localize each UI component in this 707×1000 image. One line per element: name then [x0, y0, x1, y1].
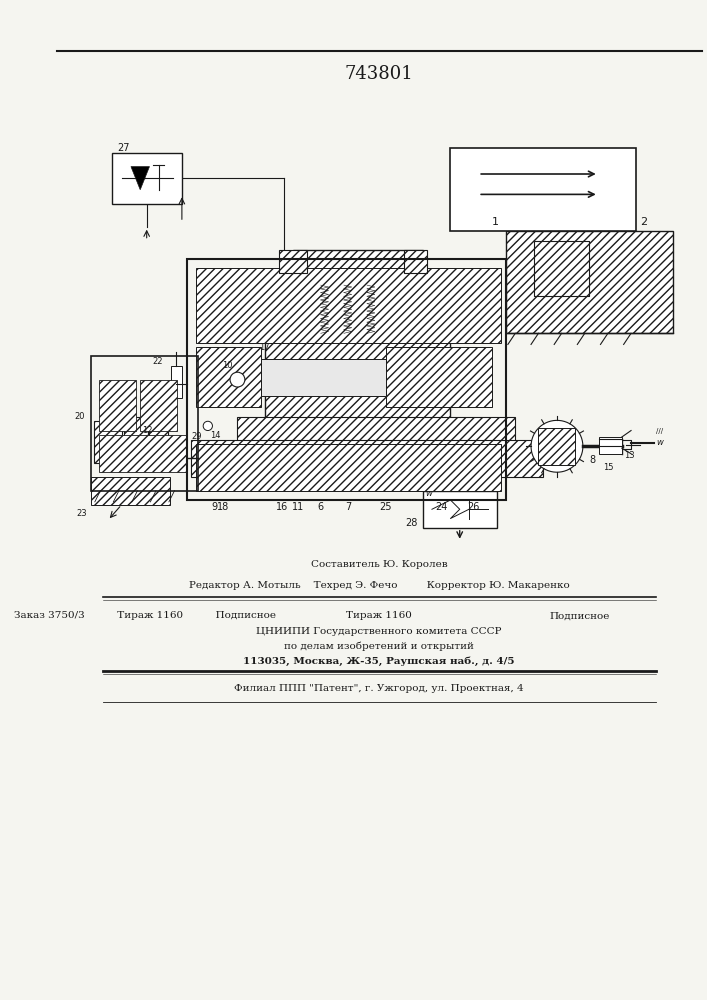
Polygon shape	[599, 437, 621, 454]
Text: 12: 12	[142, 426, 153, 435]
Polygon shape	[534, 241, 590, 296]
Text: Составитель Ю. Королев: Составитель Ю. Королев	[311, 560, 448, 569]
Text: 22: 22	[153, 357, 163, 366]
Polygon shape	[196, 444, 501, 491]
Text: 28: 28	[406, 518, 418, 528]
Text: 15: 15	[602, 463, 613, 472]
Polygon shape	[534, 241, 590, 296]
Text: 11: 11	[291, 502, 304, 512]
Polygon shape	[91, 477, 170, 505]
Text: w: w	[426, 489, 433, 498]
Polygon shape	[450, 148, 636, 231]
Text: 6: 6	[317, 502, 324, 512]
Text: Редактор А. Мотыль    Техред Э. Фечо         Корректор Ю. Макаренко: Редактор А. Мотыль Техред Э. Фечо Коррек…	[189, 581, 570, 590]
Text: 16: 16	[276, 502, 288, 512]
Polygon shape	[265, 296, 450, 426]
Text: 19: 19	[107, 408, 117, 417]
Polygon shape	[404, 250, 427, 273]
Text: 21: 21	[147, 403, 158, 412]
Text: 2: 2	[641, 217, 648, 227]
Polygon shape	[279, 250, 307, 273]
Text: 7: 7	[346, 502, 351, 512]
Polygon shape	[140, 380, 177, 431]
Text: 13: 13	[624, 451, 635, 460]
Text: Филиал ППП "Патент", г. Ужгород, ул. Проектная, 4: Филиал ППП "Патент", г. Ужгород, ул. Про…	[234, 684, 524, 693]
Text: ///: ///	[656, 428, 663, 434]
Polygon shape	[191, 440, 543, 477]
Circle shape	[230, 372, 245, 387]
Polygon shape	[171, 366, 182, 398]
Polygon shape	[238, 417, 515, 449]
Text: 4: 4	[249, 384, 254, 393]
Polygon shape	[112, 153, 182, 204]
Text: 29: 29	[192, 432, 202, 441]
Circle shape	[203, 421, 212, 431]
Text: 20: 20	[74, 412, 85, 421]
Text: 10: 10	[222, 361, 233, 370]
Polygon shape	[293, 250, 423, 296]
Polygon shape	[124, 417, 148, 468]
Polygon shape	[539, 428, 575, 465]
Text: 9: 9	[211, 502, 217, 512]
Polygon shape	[506, 231, 673, 333]
Text: 743801: 743801	[345, 65, 414, 83]
Polygon shape	[385, 347, 492, 407]
Polygon shape	[196, 347, 261, 407]
Text: 113035, Москва, Ж-35, Раушская наб., д. 4/5: 113035, Москва, Ж-35, Раушская наб., д. …	[243, 656, 515, 666]
Polygon shape	[423, 491, 497, 528]
Text: 27: 27	[117, 143, 129, 153]
Polygon shape	[261, 359, 385, 396]
Polygon shape	[98, 380, 136, 431]
Text: w: w	[656, 438, 663, 447]
Text: 25: 25	[380, 502, 392, 512]
Text: 14: 14	[210, 431, 220, 440]
Text: Заказ 3750/3          Тираж 1160          Подписное: Заказ 3750/3 Тираж 1160 Подписное	[14, 611, 276, 620]
Polygon shape	[94, 421, 122, 463]
Polygon shape	[196, 268, 501, 343]
Polygon shape	[98, 435, 187, 472]
Text: 1: 1	[492, 217, 499, 227]
Polygon shape	[131, 167, 149, 190]
Text: 8: 8	[590, 455, 595, 465]
Text: по делам изобретений и открытий: по делам изобретений и открытий	[284, 642, 474, 651]
Text: 18: 18	[218, 502, 230, 512]
Text: Подписное: Подписное	[550, 611, 610, 620]
Polygon shape	[149, 419, 168, 465]
Text: Тираж 1160: Тираж 1160	[346, 611, 412, 620]
Text: 4: 4	[373, 458, 380, 468]
Text: ЦНИИПИ Государственного комитета СССР: ЦНИИПИ Государственного комитета СССР	[257, 627, 502, 636]
Polygon shape	[531, 420, 583, 472]
Text: 24: 24	[435, 502, 448, 512]
Text: 5: 5	[246, 370, 252, 379]
Text: 17: 17	[259, 343, 270, 352]
Text: 3: 3	[322, 277, 329, 287]
Text: 26: 26	[467, 502, 480, 512]
Text: 23: 23	[77, 509, 88, 518]
